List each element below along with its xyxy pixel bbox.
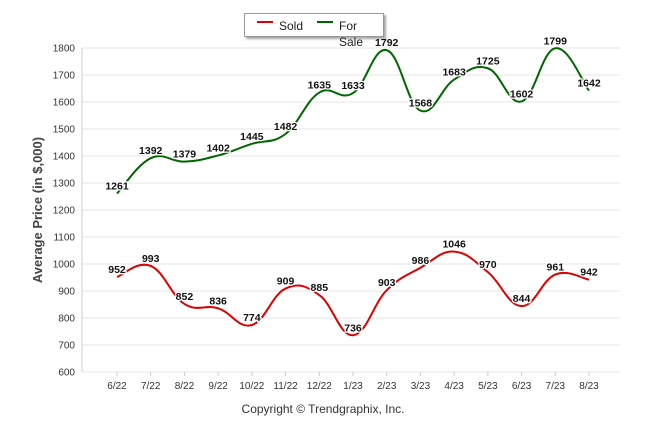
data-label-sold: 736 (344, 322, 362, 334)
data-label-sold: 942 (580, 267, 598, 279)
x-tick-label: 11/22 (273, 381, 298, 392)
x-tick-label: 5/23 (478, 381, 498, 392)
data-label-for-sale: 1799 (544, 35, 568, 47)
x-tick-label: 10/22 (239, 381, 264, 392)
x-tick-label: 7/23 (546, 381, 566, 392)
data-label-sold: 774 (243, 312, 261, 324)
data-label-for-sale: 1683 (442, 67, 466, 79)
x-tick-label: 3/23 (411, 381, 431, 392)
x-tick-label: 6/23 (512, 381, 532, 392)
data-label-for-sale: 1392 (139, 145, 163, 157)
data-label-for-sale: 1402 (206, 142, 230, 154)
x-tick-label: 6/22 (107, 381, 127, 392)
x-tick-label: 9/22 (208, 381, 228, 392)
y-tick-label: 1800 (53, 44, 76, 55)
x-tick-label: 2/23 (377, 381, 397, 392)
data-label-sold: 1046 (442, 239, 466, 251)
data-label-for-sale: 1568 (409, 98, 433, 110)
data-label-sold: 961 (547, 262, 565, 274)
data-label-sold: 993 (142, 253, 160, 265)
x-tick-label: 8/22 (175, 381, 195, 392)
data-label-for-sale: 1379 (173, 149, 197, 161)
x-tick-label: 7/22 (141, 381, 161, 392)
data-label-for-sale: 1482 (274, 121, 298, 133)
legend-swatch-for-sale (317, 21, 333, 23)
data-label-sold: 986 (412, 255, 430, 267)
data-label-for-sale: 1642 (577, 78, 601, 90)
data-label-sold: 852 (176, 291, 194, 303)
series-lines (116, 47, 590, 337)
series-line-for-sale (116, 47, 590, 195)
x-tick-label: 8/23 (579, 381, 599, 392)
y-tick-label: 1400 (53, 152, 76, 163)
data-label-for-sale: 1261 (105, 181, 129, 193)
y-axis-label: Average Price (in $,000) (30, 136, 45, 284)
y-tick-label: 1300 (53, 179, 76, 190)
legend-label-sold: Sold (279, 19, 304, 33)
x-tick-label: 4/23 (444, 381, 464, 392)
series-line-sold (116, 250, 590, 337)
data-label-sold: 952 (108, 264, 126, 276)
y-tick-label: 900 (58, 287, 75, 298)
data-label-for-sale: 1445 (240, 131, 264, 143)
data-label-for-sale: 1633 (341, 80, 365, 92)
data-label-sold: 970 (479, 259, 497, 271)
y-tick-label: 800 (58, 314, 75, 325)
copyright-text: Copyright © Trendgraphix, Inc. (241, 402, 405, 416)
data-label-for-sale: 1792 (375, 37, 399, 49)
y-tick-label: 1100 (53, 233, 75, 244)
data-label-sold: 836 (209, 295, 227, 307)
data-label-sold: 909 (277, 276, 295, 288)
data-labels: 952 993 852 836 774 909 885 736 903 986 1046 970 844… (104, 34, 602, 336)
data-label-for-sale: 1602 (510, 88, 534, 100)
y-axis-ticks: 600 700 800 900 1000 1100 1200 1300 1400 1500 1600… (53, 44, 76, 379)
y-tick-label: 1500 (53, 125, 76, 136)
data-label-sold: 903 (378, 277, 396, 289)
data-label-sold: 885 (311, 282, 329, 294)
y-tick-label: 1000 (53, 260, 76, 271)
y-tick-label: 1600 (53, 98, 76, 109)
legend-swatch-sold (257, 21, 273, 23)
data-label-for-sale: 1635 (308, 80, 332, 92)
x-tick-label: 1/23 (343, 381, 363, 392)
legend-label-for-sale: For Sale (339, 19, 364, 49)
x-axis-ticks: 6/22 7/22 8/22 9/22 10/22 11/22 12/22 1/23 2/23 3… (107, 372, 599, 392)
data-label-for-sale: 1725 (476, 55, 500, 67)
grid-lines (81, 47, 620, 373)
x-tick-label: 12/22 (307, 381, 332, 392)
legend: Sold For Sale (244, 13, 384, 49)
y-tick-label: 1200 (53, 206, 76, 217)
y-tick-label: 700 (58, 341, 75, 352)
y-tick-label: 600 (58, 368, 75, 379)
data-label-sold: 844 (513, 293, 531, 305)
y-tick-label: 1700 (53, 71, 76, 82)
